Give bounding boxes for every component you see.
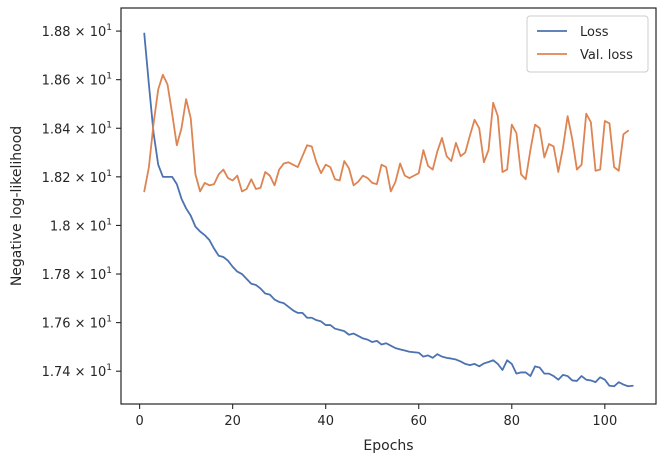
y-tick-label: 1.8 × 101: [50, 217, 112, 234]
x-tick-label: 40: [317, 414, 334, 429]
x-tick-label: 20: [224, 414, 241, 429]
legend-box: [526, 15, 649, 73]
x-axis: 0 20 40 60 80 100: [135, 404, 617, 429]
legend-label-val-loss: Val. loss: [580, 48, 633, 63]
x-tick-label: 80: [504, 414, 521, 429]
y-tick-label: 1.86 × 101: [42, 72, 112, 89]
y-tick-label: 1.74 × 101: [42, 363, 112, 380]
y-axis-label: Negative log-likelihood: [9, 126, 25, 286]
x-tick-label: 100: [592, 414, 617, 429]
y-tick-label: 1.76 × 101: [42, 315, 112, 332]
x-tick-label: 0: [135, 414, 143, 429]
x-tick-label: 60: [410, 414, 427, 429]
series-line-loss: [143, 32, 634, 388]
y-tick-label: 1.78 × 101: [42, 266, 112, 283]
y-tick-label: 1.88 × 101: [42, 23, 112, 40]
legend: Loss Val. loss: [526, 15, 649, 73]
series-line-val-loss: [143, 73, 629, 193]
y-axis: 1.74 × 101 1.76 × 101 1.78 × 101 1.8 × 101 1…: [42, 23, 121, 380]
y-tick-label: 1.84 × 101: [42, 120, 112, 137]
plot-area: [143, 32, 634, 388]
legend-label-loss: Loss: [580, 25, 609, 40]
y-tick-label: 1.82 × 101: [42, 169, 112, 186]
plot-frame: [120, 7, 657, 405]
x-axis-label: Epochs: [363, 438, 413, 454]
